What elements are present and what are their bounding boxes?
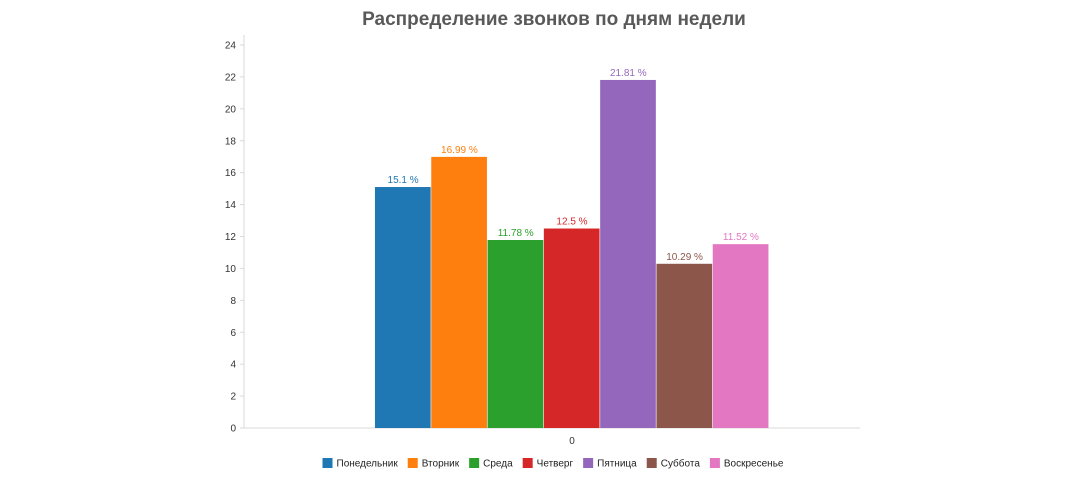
y-tick-label: 0	[230, 424, 236, 435]
legend-label-5: Пятница	[597, 459, 637, 470]
legend-label-1: Понедельник	[337, 459, 399, 470]
data-label-7: 11.52 %	[723, 232, 759, 243]
legend-swatch-5	[583, 458, 594, 468]
legend-label-7: Воскресенье	[724, 459, 784, 470]
legend-swatch-3	[469, 458, 480, 468]
data-label-1: 15.1 %	[388, 175, 419, 186]
legend-label-3: Среда	[483, 459, 513, 470]
legend-swatch-7	[709, 458, 720, 468]
bar-2	[431, 156, 487, 428]
y-tick-label: 24	[225, 41, 237, 52]
y-tick-label: 16	[225, 168, 237, 179]
y-tick-label: 6	[230, 328, 236, 339]
data-label-5: 21.81 %	[610, 68, 647, 79]
x-tick-label: 0	[569, 436, 575, 447]
y-tick-label: 14	[225, 200, 237, 211]
y-tick-label: 22	[225, 72, 237, 83]
chart-legend: Понедельник Вторник Среда Четверг Пятница Суб…	[322, 458, 784, 470]
chart-data-labels: 15.1 % 16.99 % 11.78 % 12.5 % 21.81 % 10.29 %…	[388, 68, 759, 263]
y-tick-label: 20	[225, 104, 237, 115]
legend-label-4: Четверг	[537, 459, 574, 470]
legend-swatch-2	[407, 458, 418, 468]
y-tick-label: 8	[230, 296, 236, 307]
data-label-3: 11.78 %	[498, 228, 534, 239]
bar-1	[374, 187, 431, 428]
bar-5	[600, 79, 656, 428]
legend-label-6: Суббота	[661, 458, 701, 470]
legend-swatch-6	[646, 458, 657, 468]
bar-3	[487, 240, 544, 428]
data-label-2: 16.99 %	[441, 145, 478, 156]
legend-swatch-4	[522, 458, 533, 468]
data-label-6: 10.29 %	[666, 252, 703, 263]
y-tick-label: 12	[225, 232, 237, 243]
bar-7	[712, 244, 769, 428]
bar-6	[656, 263, 713, 428]
data-label-4: 12.5 %	[556, 217, 587, 228]
legend-swatch-1	[322, 458, 333, 468]
y-tick-label: 18	[225, 136, 237, 147]
legend-label-2: Вторник	[422, 459, 460, 470]
bar-4	[543, 228, 600, 428]
y-tick-label: 2	[230, 392, 236, 403]
chart-bars	[374, 79, 769, 428]
chart-title: Распределение звонков по дням недели	[362, 9, 746, 30]
y-tick-label: 4	[230, 360, 236, 371]
y-tick-label: 10	[225, 264, 237, 275]
